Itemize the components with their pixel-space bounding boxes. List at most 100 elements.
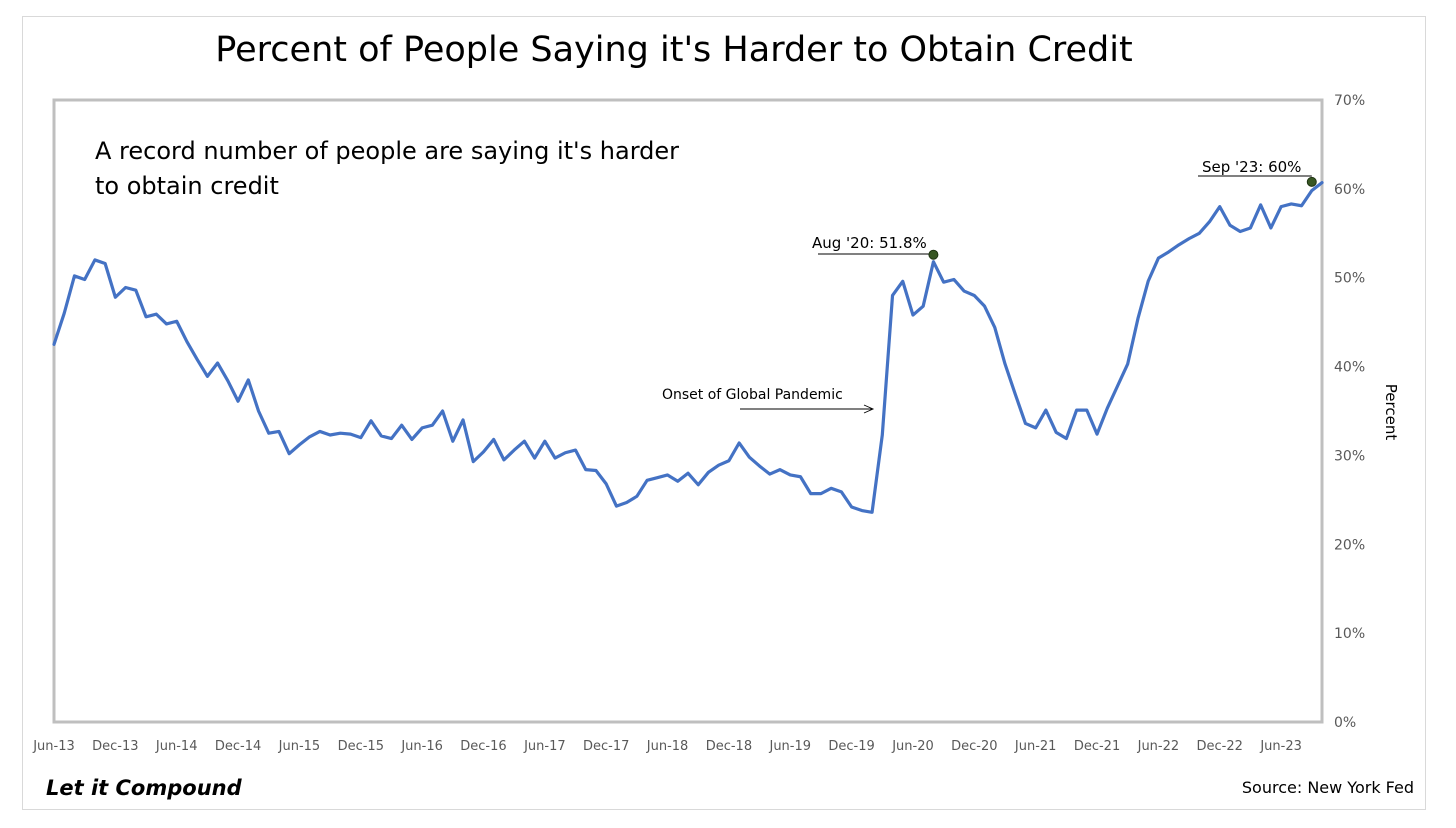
- data-point: [1075, 408, 1078, 412]
- data-point: [318, 430, 322, 433]
- data-point: [758, 464, 761, 468]
- data-point: [645, 479, 649, 482]
- callout-aug20-label: Aug '20: 51.8%: [812, 234, 927, 252]
- data-point: [328, 433, 332, 437]
- data-point: [778, 468, 782, 471]
- y-tick-label: 40%: [1334, 360, 1365, 376]
- x-tick-label: Dec-15: [338, 739, 384, 754]
- data-point: [1249, 226, 1252, 230]
- data-point: [727, 459, 731, 462]
- data-point: [911, 313, 915, 317]
- data-point: [1228, 224, 1232, 227]
- data-point: [615, 504, 618, 508]
- data-point: [1310, 189, 1313, 192]
- data-point: [339, 432, 342, 435]
- x-tick-label: Dec-14: [215, 739, 261, 754]
- chart-frame: [22, 16, 1426, 810]
- data-point: [1157, 256, 1160, 260]
- data-point: [1003, 362, 1007, 366]
- data-point: [748, 456, 751, 459]
- series-points: [52, 181, 1324, 514]
- x-tick-label: Jun-14: [155, 739, 198, 754]
- data-point: [584, 468, 587, 471]
- data-point: [1014, 392, 1017, 396]
- x-tick-label: Jun-19: [768, 739, 811, 754]
- data-point: [134, 288, 138, 292]
- data-point: [553, 456, 557, 460]
- data-point: [656, 476, 659, 479]
- data-point: [461, 418, 465, 422]
- data-point: [390, 437, 393, 440]
- data-point: [1177, 243, 1181, 247]
- data-point: [1269, 226, 1273, 230]
- data-point: [523, 440, 526, 443]
- plot-area-border: [52, 98, 1324, 724]
- arrowhead-icon: [863, 404, 875, 414]
- callout-marker: [1306, 176, 1317, 187]
- callout-sep23-label: Sep '23: 60%: [1202, 158, 1301, 176]
- data-point: [369, 419, 373, 422]
- x-tick-label: Jun-21: [1014, 739, 1057, 754]
- y-tick-label: 0%: [1334, 715, 1356, 731]
- data-point: [103, 262, 107, 265]
- data-point: [942, 280, 945, 284]
- data-point: [635, 495, 639, 498]
- data-point: [287, 452, 291, 455]
- data-point: [921, 304, 925, 308]
- data-point: [1290, 202, 1293, 206]
- data-point: [502, 458, 506, 462]
- data-point: [257, 409, 260, 413]
- x-tick-label: Jun-22: [1137, 739, 1180, 754]
- data-point: [850, 505, 853, 509]
- data-point: [441, 409, 444, 413]
- data-point: [840, 490, 843, 494]
- annotation-record-line2: to obtain credit: [95, 172, 279, 200]
- data-point: [768, 472, 772, 476]
- x-axis: Jun-13 Dec-13 Jun-14 Dec-14 Jun-15 Dec-15 Jun-…: [32, 739, 1302, 754]
- data-point: [594, 469, 598, 472]
- x-tick-label: Jun-18: [646, 739, 689, 754]
- data-point: [349, 432, 352, 436]
- data-point: [1167, 250, 1170, 254]
- data-point: [1320, 181, 1324, 184]
- x-tick-label: Dec-13: [92, 739, 138, 754]
- data-point: [1259, 203, 1262, 207]
- data-point: [206, 375, 209, 378]
- series-line: [52, 181, 1324, 514]
- data-point: [697, 483, 700, 486]
- x-tick-label: Jun-16: [400, 739, 443, 754]
- data-point: [1085, 408, 1089, 412]
- annotation-pandemic-label: Onset of Global Pandemic: [662, 387, 843, 403]
- data-point: [666, 473, 669, 477]
- data-point: [1126, 362, 1129, 366]
- source-note: Source: New York Fed: [1241, 778, 1414, 797]
- x-tick-label: Dec-21: [1074, 739, 1120, 754]
- data-point: [216, 361, 219, 365]
- x-tick-label: Dec-17: [583, 739, 629, 754]
- data-point: [1065, 437, 1068, 440]
- annotation-record-line1: A record number of people are saying it'…: [95, 137, 679, 165]
- data-point: [1208, 220, 1211, 223]
- data-point: [247, 378, 250, 382]
- brand-logo-text: Let it Compound: [46, 776, 242, 800]
- data-point: [1034, 426, 1037, 430]
- y-tick-label: 30%: [1334, 448, 1365, 464]
- data-point: [1187, 237, 1191, 240]
- data-point: [73, 274, 76, 278]
- data-point: [1106, 407, 1109, 410]
- data-point: [124, 286, 127, 289]
- data-point: [226, 379, 230, 382]
- data-point: [983, 304, 986, 308]
- x-tick-label: Dec-20: [951, 739, 997, 754]
- data-point: [962, 289, 966, 293]
- data-point: [574, 448, 577, 452]
- data-point: [267, 432, 270, 435]
- data-point: [737, 441, 741, 445]
- data-point: [83, 278, 86, 281]
- data-point: [298, 443, 301, 446]
- data-point: [1146, 280, 1150, 283]
- data-point: [860, 509, 864, 512]
- data-point: [952, 278, 956, 281]
- data-point: [686, 472, 690, 475]
- data-point: [717, 464, 720, 467]
